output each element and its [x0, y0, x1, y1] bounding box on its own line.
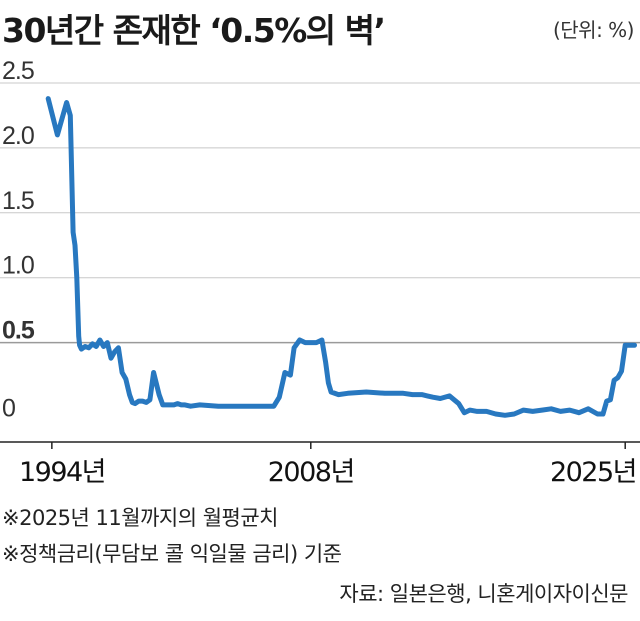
line-chart: 2.5 2.0 1.5 1.0 0.5 0 1994년 2008년 2025년: [0, 60, 640, 488]
header: 30년간 존재한 ‘0.5%의 벽’ (단위: %): [2, 2, 638, 50]
y-axis-ticks: 2.5 2.0 1.5 1.0 0.5 0: [2, 60, 36, 423]
y-tick-label: 1.0: [2, 252, 34, 280]
series-group: [45, 96, 637, 418]
y-tick-label: 2.0: [2, 122, 34, 150]
y-tick-label: 0.5: [2, 317, 35, 345]
chart-title: 30년간 존재한 ‘0.5%의 벽’: [2, 11, 386, 50]
y-tick-label: 2.5: [2, 60, 34, 85]
grid: [0, 82, 640, 344]
series-line: [45, 96, 637, 418]
x-tick-label: 2008년: [268, 457, 354, 488]
x-tick-label: 2025년: [550, 457, 636, 488]
y-tick-label: 1.5: [2, 187, 34, 215]
unit-label: (단위: %): [552, 18, 635, 42]
y-tick-label: 0: [2, 395, 15, 423]
footnote-monthly-average: ※2025년 11월까지의 월평균치: [2, 506, 279, 530]
x-tick-label: 1994년: [19, 457, 105, 488]
source-credit: 자료: 일본은행, 니혼게이자이신문: [339, 582, 628, 606]
footnote-policy-rate: ※정책금리(무담보 콜 익일물 금리) 기준: [2, 542, 342, 566]
footnotes: ※2025년 11월까지의 월평균치 ※정책금리(무담보 콜 익일물 금리) 기…: [2, 500, 638, 572]
x-axis: 1994년 2008년 2025년: [0, 441, 640, 488]
